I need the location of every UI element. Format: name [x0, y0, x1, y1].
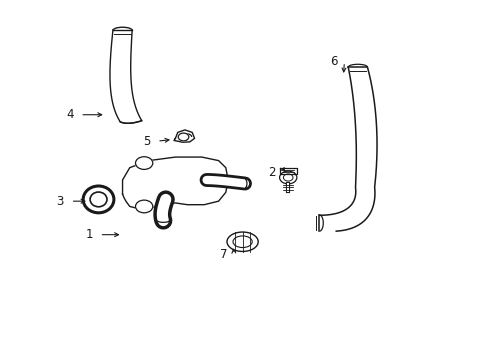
Ellipse shape [90, 192, 107, 207]
Circle shape [136, 157, 153, 170]
Text: 7: 7 [220, 248, 227, 261]
Text: 5: 5 [143, 135, 150, 148]
Polygon shape [110, 30, 142, 123]
Polygon shape [280, 168, 297, 174]
Ellipse shape [83, 186, 114, 213]
Polygon shape [319, 67, 377, 231]
Circle shape [280, 171, 297, 184]
Polygon shape [174, 130, 195, 142]
Circle shape [178, 133, 189, 141]
Ellipse shape [227, 232, 258, 251]
Polygon shape [122, 157, 228, 208]
Circle shape [136, 200, 153, 213]
Text: 6: 6 [330, 55, 338, 68]
Text: 3: 3 [56, 195, 64, 208]
Text: 1: 1 [85, 228, 93, 241]
Text: 2: 2 [268, 166, 275, 179]
Ellipse shape [233, 236, 252, 248]
Text: 4: 4 [66, 108, 74, 121]
